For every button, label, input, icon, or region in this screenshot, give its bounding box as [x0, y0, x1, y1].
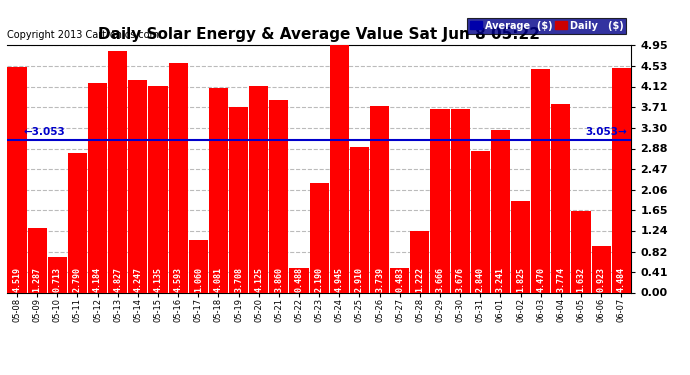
Bar: [491, 130, 510, 292]
Text: 3.666: 3.666: [435, 267, 444, 291]
Bar: [229, 107, 248, 292]
Bar: [289, 268, 308, 292]
Bar: [48, 257, 67, 292]
Text: 0.483: 0.483: [395, 267, 404, 291]
Bar: [148, 86, 168, 292]
Text: 3.774: 3.774: [556, 267, 565, 291]
Text: 3.676: 3.676: [455, 267, 464, 291]
Bar: [330, 45, 349, 292]
Bar: [8, 66, 26, 292]
Text: 4.470: 4.470: [536, 267, 545, 291]
Bar: [128, 80, 148, 292]
Bar: [188, 240, 208, 292]
Legend: Average  ($), Daily   ($): Average ($), Daily ($): [467, 18, 627, 33]
Text: 2.790: 2.790: [73, 267, 82, 291]
Bar: [28, 228, 47, 292]
Bar: [249, 86, 268, 292]
Bar: [591, 246, 611, 292]
Bar: [411, 231, 429, 292]
Bar: [370, 105, 389, 292]
Bar: [471, 150, 490, 292]
Text: 3.708: 3.708: [234, 267, 243, 291]
Text: 3.739: 3.739: [375, 267, 384, 291]
Text: 0.488: 0.488: [295, 267, 304, 291]
Text: 1.287: 1.287: [32, 267, 41, 291]
Bar: [350, 147, 369, 292]
Text: 4.519: 4.519: [12, 267, 21, 291]
Text: 0.713: 0.713: [52, 267, 62, 291]
Text: 3.860: 3.860: [275, 267, 284, 291]
Bar: [168, 63, 188, 292]
Text: 4.081: 4.081: [214, 267, 223, 291]
Text: 1.060: 1.060: [194, 267, 203, 291]
Text: 3.053→: 3.053→: [586, 128, 627, 137]
Text: ←3.053: ←3.053: [23, 128, 65, 137]
Text: 1.632: 1.632: [576, 267, 586, 291]
Bar: [431, 109, 450, 292]
Text: 2.910: 2.910: [355, 267, 364, 291]
Bar: [209, 88, 228, 292]
Title: Daily Solar Energy & Average Value Sat Jun 8 05:22: Daily Solar Energy & Average Value Sat J…: [98, 27, 540, 42]
Bar: [310, 183, 328, 292]
Text: 1.825: 1.825: [516, 267, 525, 291]
Bar: [531, 69, 550, 292]
Text: 4.125: 4.125: [254, 267, 263, 291]
Bar: [571, 211, 591, 292]
Bar: [390, 268, 409, 292]
Text: 4.945: 4.945: [335, 267, 344, 291]
Bar: [612, 68, 631, 292]
Text: 0.923: 0.923: [597, 267, 606, 291]
Bar: [108, 51, 127, 292]
Bar: [68, 153, 87, 292]
Bar: [451, 109, 470, 292]
Text: 2.840: 2.840: [476, 267, 485, 291]
Text: 3.241: 3.241: [496, 267, 505, 291]
Text: 4.135: 4.135: [153, 267, 162, 291]
Bar: [88, 83, 107, 292]
Text: 4.184: 4.184: [93, 267, 102, 291]
Bar: [511, 201, 530, 292]
Text: 1.222: 1.222: [415, 267, 424, 291]
Text: Copyright 2013 Cartronics.com: Copyright 2013 Cartronics.com: [7, 30, 159, 40]
Bar: [269, 99, 288, 292]
Text: 4.484: 4.484: [617, 267, 626, 291]
Text: 4.827: 4.827: [113, 267, 122, 291]
Text: 4.247: 4.247: [133, 267, 142, 291]
Text: 4.593: 4.593: [174, 267, 183, 291]
Bar: [551, 104, 571, 292]
Text: 2.190: 2.190: [315, 267, 324, 291]
